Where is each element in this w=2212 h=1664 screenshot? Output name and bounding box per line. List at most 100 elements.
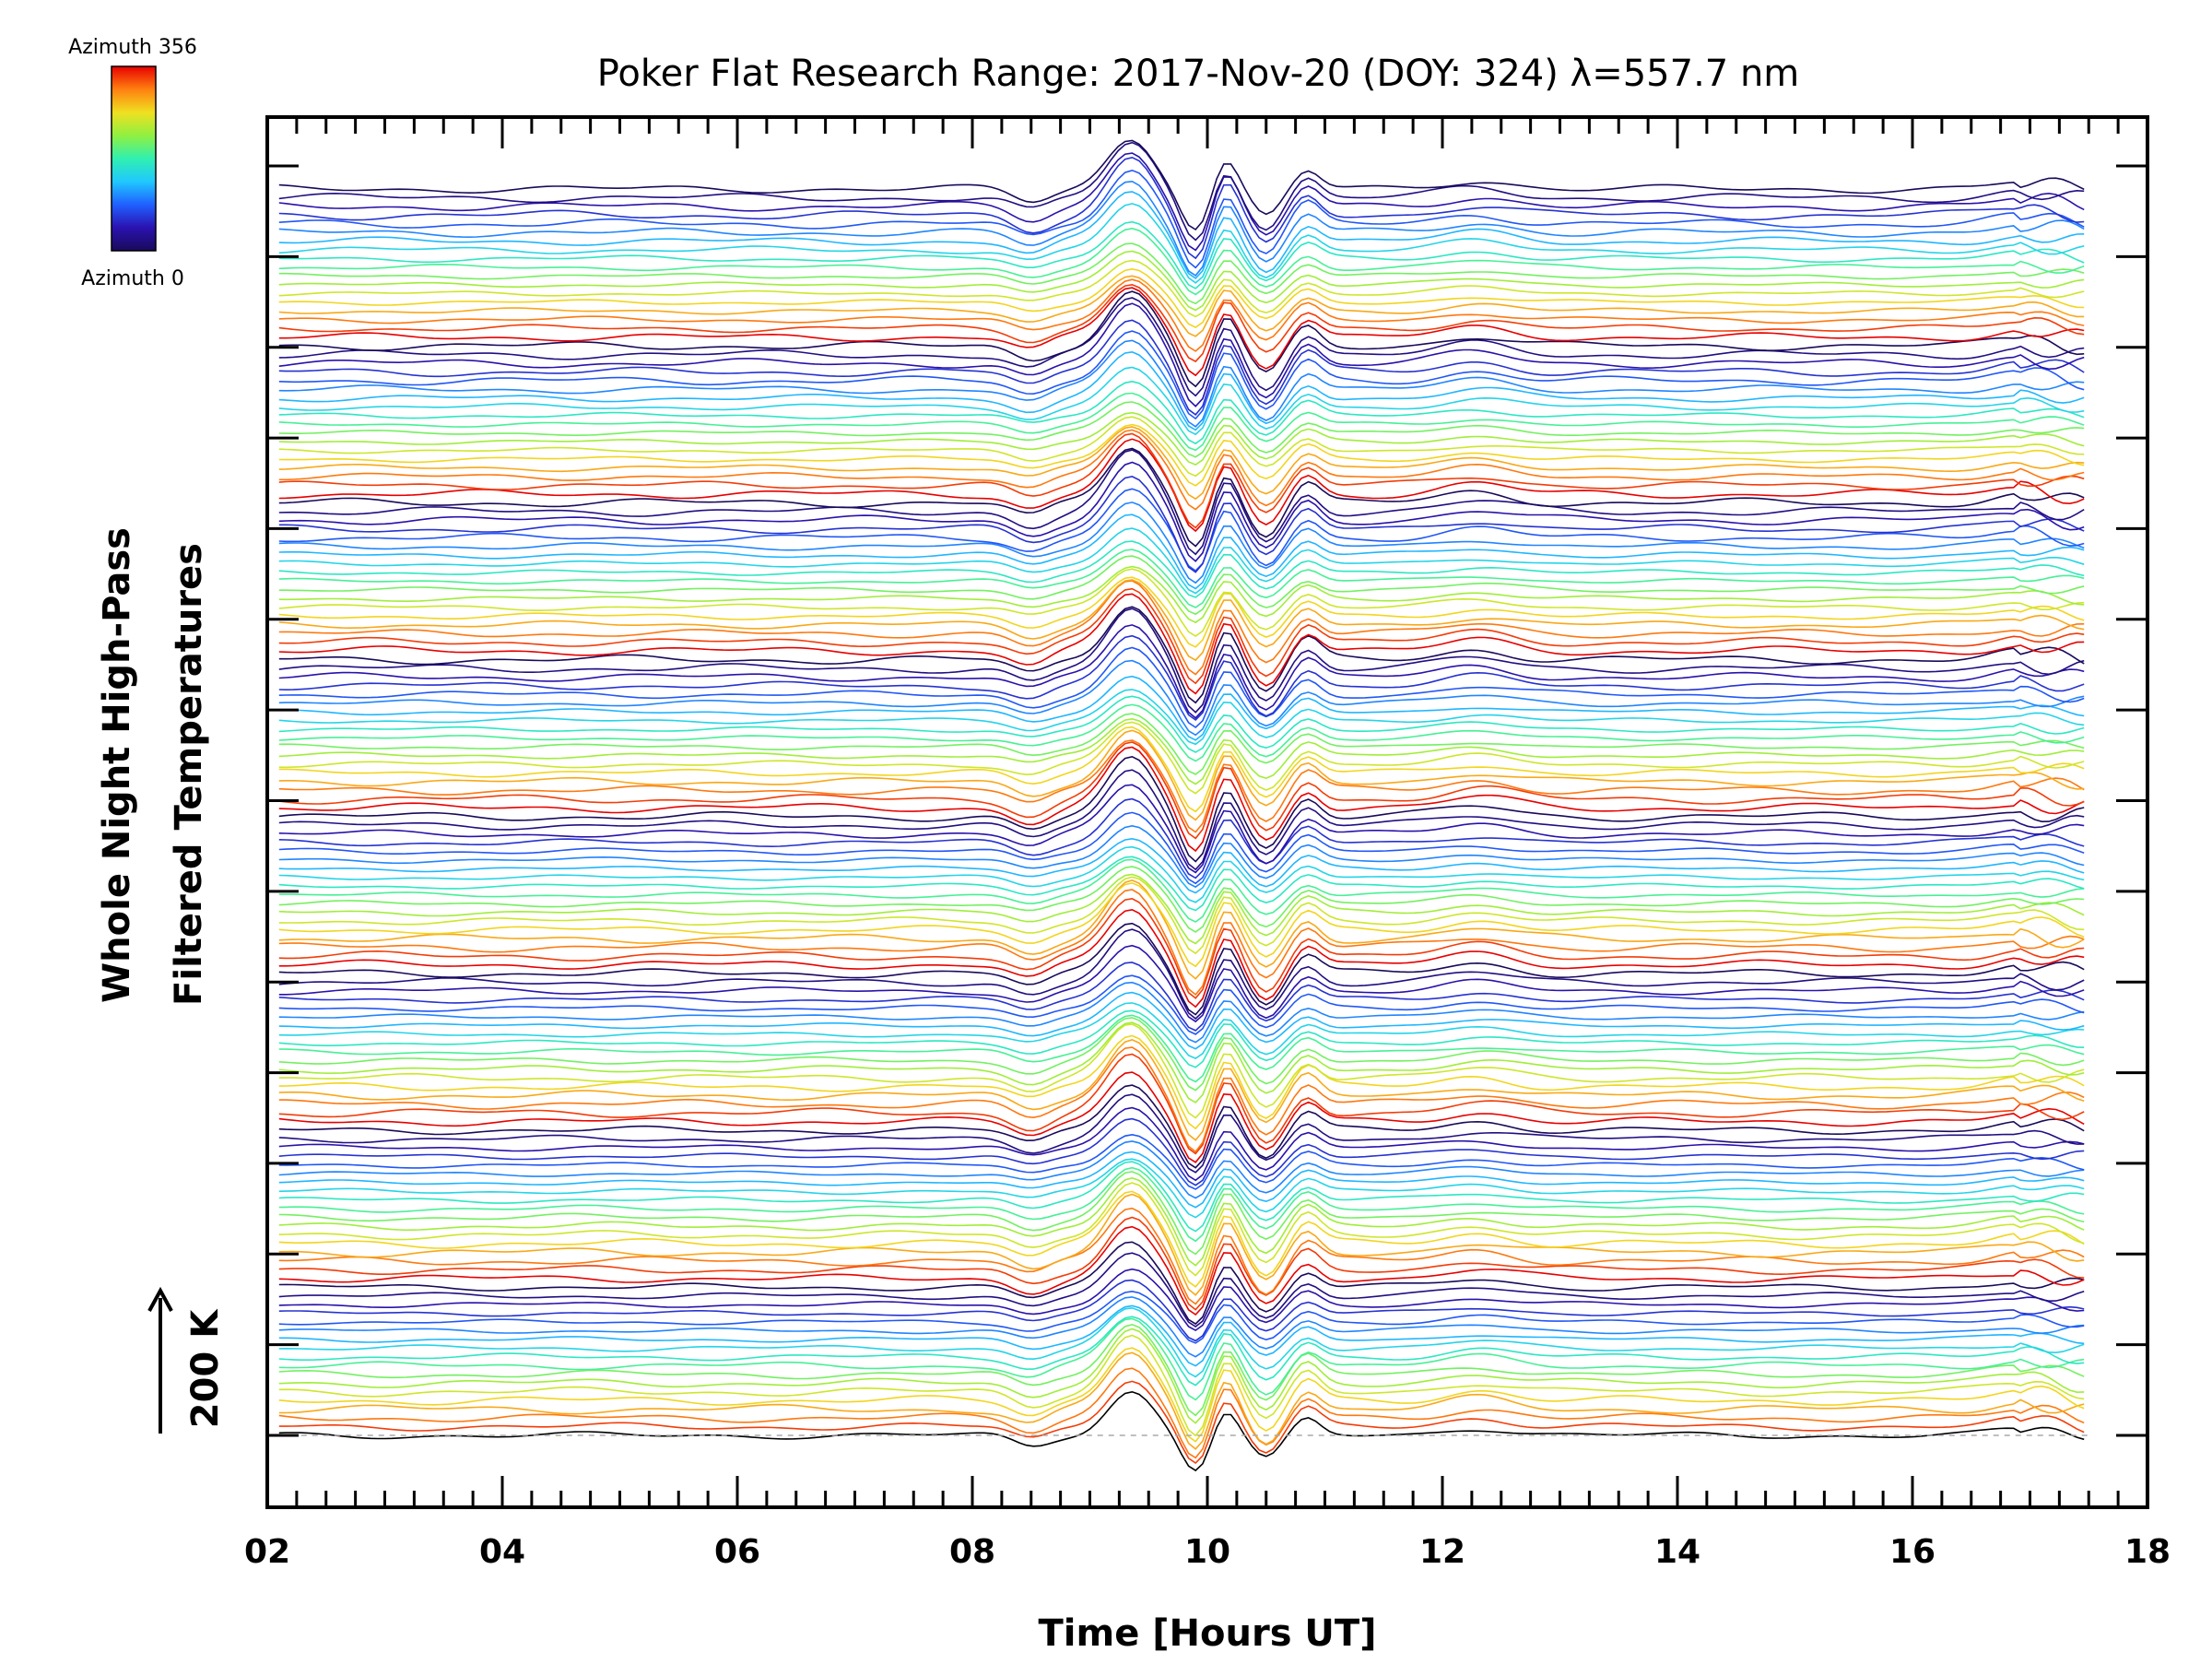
series-line <box>278 287 2085 377</box>
series-line <box>278 624 2085 719</box>
series-line <box>278 1296 2085 1358</box>
series-line <box>278 152 2085 252</box>
series-line <box>278 729 2085 821</box>
series-line <box>278 438 2085 533</box>
series-line <box>278 1071 2085 1163</box>
series-line <box>278 250 2085 312</box>
series-line <box>278 876 2085 955</box>
series-line <box>278 897 2085 999</box>
series-line <box>278 580 2085 676</box>
colorbar: Azimuth 356 Azimuth 0 <box>68 36 197 290</box>
series-line <box>278 784 2085 874</box>
series-line <box>278 587 2085 685</box>
series-line <box>278 811 2085 885</box>
x-axis-label: Time [Hours UT] <box>1039 1612 1377 1655</box>
x-tick-label: 16 <box>1889 1533 1936 1571</box>
colorbar-top-label: Azimuth 356 <box>68 36 197 59</box>
series-line <box>278 319 2085 416</box>
series-line <box>278 726 2085 813</box>
series-line <box>278 411 2085 466</box>
series-line <box>278 991 2085 1050</box>
series-line <box>278 1017 2085 1092</box>
series-line <box>278 1002 2085 1060</box>
series-line <box>278 879 2085 980</box>
x-tick-label: 04 <box>479 1533 525 1571</box>
series-line <box>278 1225 2085 1316</box>
series-line <box>278 429 2085 511</box>
colorbar-gradient <box>111 65 157 252</box>
series-line <box>278 1252 2085 1328</box>
series-line <box>278 593 2085 695</box>
y-axis-label-line2: Filtered Temperatures <box>168 543 210 1006</box>
series-line <box>278 502 2085 584</box>
series-line <box>278 1279 2085 1342</box>
series-line <box>278 1334 2085 1437</box>
x-tick-label: 02 <box>244 1533 290 1571</box>
series-line <box>278 169 2085 269</box>
series-line <box>278 1216 2085 1311</box>
series-line <box>278 203 2085 284</box>
series-line <box>278 928 2085 1021</box>
series-line <box>278 513 2085 590</box>
series-line <box>278 797 2085 879</box>
series-line <box>278 1347 2085 1443</box>
series-line <box>278 746 2085 853</box>
series-line <box>278 889 2085 997</box>
series-line <box>278 527 2085 595</box>
series-line <box>278 741 2085 840</box>
series-line <box>278 824 2085 889</box>
series-line <box>278 1140 2085 1199</box>
series-line <box>278 1034 2085 1130</box>
series-line <box>278 858 2085 923</box>
x-tick-label: 18 <box>2124 1533 2171 1571</box>
series-line <box>278 769 2085 871</box>
series-line <box>278 220 2085 289</box>
series-line <box>278 1182 2085 1277</box>
series-line <box>278 576 2085 648</box>
series-line <box>278 267 2085 329</box>
series-line <box>278 392 2085 452</box>
x-tick-label: 08 <box>949 1533 995 1571</box>
series-line <box>278 1193 2085 1296</box>
series-line <box>278 713 2085 775</box>
series-line <box>278 675 2085 741</box>
series-line <box>278 447 2085 548</box>
series-line <box>278 242 2085 305</box>
series-line <box>278 449 2085 556</box>
series-line <box>278 259 2085 318</box>
series-line <box>278 882 2085 968</box>
series-line <box>278 540 2085 598</box>
series-line <box>278 1039 2085 1141</box>
scale-arrow-head <box>147 1286 173 1312</box>
scale-bar-label: 200 K <box>184 1308 227 1428</box>
series-line <box>278 426 2085 501</box>
series-line <box>278 461 2085 562</box>
series-line <box>278 1241 2085 1326</box>
series-line <box>278 1317 2085 1401</box>
series-line <box>278 866 2085 933</box>
series-line <box>278 555 2085 616</box>
series-line <box>278 1328 2085 1424</box>
series-line <box>278 302 2085 407</box>
series-line <box>278 1084 2085 1169</box>
y-axis-label-line1: Whole Night High-Pass <box>96 527 138 1003</box>
series-line <box>278 1290 2085 1344</box>
series-line <box>278 703 2085 762</box>
series-line <box>278 856 2085 912</box>
series-line <box>278 1093 2085 1174</box>
series-line <box>278 1316 2085 1387</box>
series-line <box>278 944 2085 1023</box>
series-line <box>278 1158 2085 1219</box>
series-line <box>278 739 2085 833</box>
series-line <box>278 1023 2085 1119</box>
series-line <box>278 568 2085 637</box>
series-line <box>278 1380 2085 1465</box>
series-lines <box>278 139 2085 1472</box>
series-line <box>278 1046 2085 1153</box>
x-tick-label: 06 <box>714 1533 760 1571</box>
series-line <box>278 1053 2085 1155</box>
series-line <box>278 1207 2085 1305</box>
series-line <box>278 608 2085 714</box>
series-line <box>278 290 2085 388</box>
